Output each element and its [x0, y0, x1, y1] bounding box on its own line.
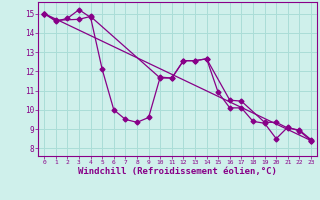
X-axis label: Windchill (Refroidissement éolien,°C): Windchill (Refroidissement éolien,°C)	[78, 167, 277, 176]
